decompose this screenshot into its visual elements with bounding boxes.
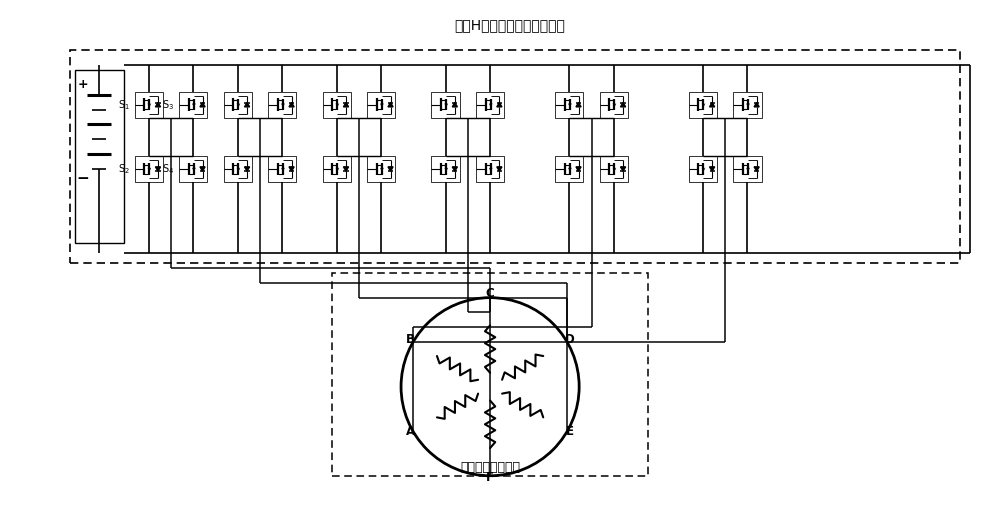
Polygon shape [754,102,759,107]
Polygon shape [388,167,393,171]
Polygon shape [200,167,205,171]
Polygon shape [388,102,393,107]
Text: 六相永磁容错电机: 六相永磁容错电机 [460,461,520,474]
Bar [179,92,207,118]
Bar [689,156,717,182]
Bar [600,156,628,182]
Text: S$_1$: S$_1$ [118,98,129,111]
Polygon shape [710,167,715,171]
Bar [555,92,583,118]
Polygon shape [497,102,502,107]
Text: 六相H桥架构容错功率驱动器: 六相H桥架构容错功率驱动器 [454,18,565,33]
Bar [733,92,762,118]
Bar [733,156,762,182]
Text: S$_2$: S$_2$ [118,162,129,176]
Polygon shape [620,102,626,107]
Text: E: E [566,425,574,438]
Bar [70,50,960,263]
Bar [555,156,583,182]
Polygon shape [576,167,581,171]
Bar [600,92,628,118]
Bar [689,92,717,118]
Polygon shape [289,102,294,107]
Polygon shape [754,167,759,171]
Bar [367,92,395,118]
Polygon shape [155,167,161,171]
Polygon shape [620,167,626,171]
Text: C: C [486,287,494,300]
Polygon shape [710,102,715,107]
Polygon shape [200,102,205,107]
Polygon shape [155,102,161,107]
Bar [323,156,351,182]
Text: F: F [486,471,494,484]
Bar [367,156,395,182]
Polygon shape [343,167,349,171]
Polygon shape [452,102,457,107]
Polygon shape [244,102,250,107]
Polygon shape [289,167,294,171]
Text: B: B [406,333,415,346]
Bar [268,156,296,182]
Polygon shape [452,167,457,171]
Bar [224,156,252,182]
Bar [431,156,460,182]
Bar [323,92,351,118]
Text: S$_3$: S$_3$ [162,98,174,111]
Text: D: D [565,333,575,346]
Polygon shape [343,102,349,107]
Bar [224,92,252,118]
Polygon shape [576,102,581,107]
Text: A: A [406,425,415,438]
Bar [476,92,504,118]
Bar [135,92,163,118]
Polygon shape [244,167,250,171]
Bar [431,92,460,118]
Text: −: − [76,172,89,186]
Text: S$_4$: S$_4$ [162,162,174,176]
Bar [135,156,163,182]
Bar [75,70,124,243]
Text: +: + [77,78,88,91]
Bar [179,156,207,182]
Bar [268,92,296,118]
Polygon shape [497,167,502,171]
Bar [332,273,648,476]
Bar [476,156,504,182]
